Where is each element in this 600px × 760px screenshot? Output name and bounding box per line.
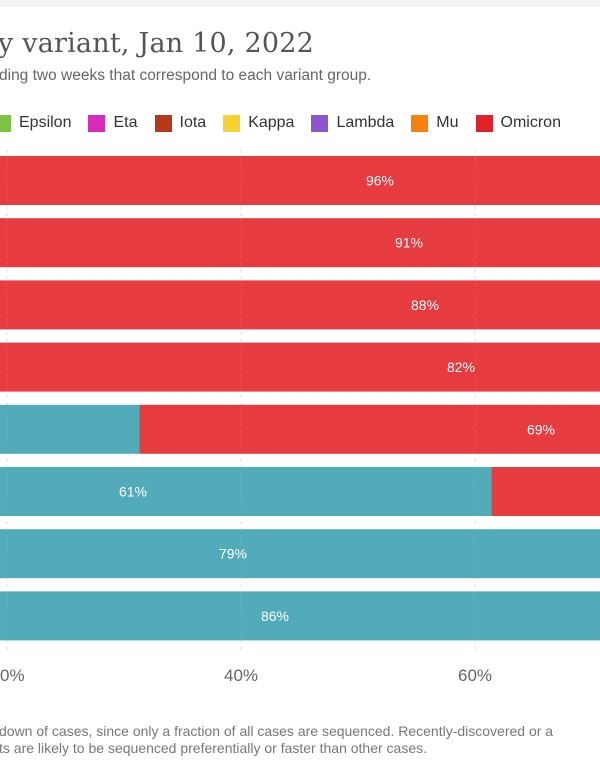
chart-title: y variant, Jan 10, 2022 <box>0 28 314 59</box>
bar-segment-teal <box>0 467 492 516</box>
footnote-line-2: ts are likely to be sequenced preferenti… <box>0 740 428 756</box>
legend-swatch <box>154 114 172 132</box>
bar-data-label: 88% <box>411 297 439 313</box>
legend-swatch <box>411 114 429 132</box>
legend: Epsilon Eta Iota Kappa Lambda Mu Omicron <box>0 114 578 132</box>
bar-segment-teal <box>0 591 600 641</box>
bar-data-label: 86% <box>261 608 289 624</box>
legend-label: Eta <box>113 114 138 131</box>
footnote-line-1: down of cases, since only a fraction of … <box>0 723 554 739</box>
bar-segment-omicron <box>491 467 600 516</box>
legend-label: Lambda <box>336 114 395 131</box>
legend-item-eta[interactable]: Eta <box>88 114 138 132</box>
legend-item-epsilon[interactable]: Epsilon <box>0 114 71 132</box>
bar-segment-teal <box>0 529 600 579</box>
legend-swatch <box>223 114 241 132</box>
legend-label: Iota <box>179 114 207 131</box>
bar-data-label: 96% <box>366 173 394 189</box>
bar-data-label: 79% <box>219 546 247 562</box>
legend-item-iota[interactable]: Iota <box>154 114 207 132</box>
bar-data-label: 61% <box>119 484 147 500</box>
bar-segment-omicron <box>0 156 600 205</box>
legend-swatch <box>475 114 493 132</box>
legend-swatch <box>0 114 11 132</box>
x-tick-label: 60% <box>458 666 492 685</box>
bar-data-label: 82% <box>447 359 475 375</box>
x-tick-label: 0% <box>0 666 25 685</box>
bar-segment-omicron <box>0 342 600 392</box>
bar-data-label: 91% <box>395 235 423 251</box>
legend-label: Epsilon <box>19 114 72 131</box>
bar-segment-omicron <box>0 218 600 268</box>
bar-segment-omicron <box>0 280 600 330</box>
chart-subtitle: ding two weeks that correspond to each v… <box>0 67 372 84</box>
bar-data-label: 69% <box>527 421 555 437</box>
x-tick-label: 40% <box>224 666 258 685</box>
legend-item-kappa[interactable]: Kappa <box>223 114 294 132</box>
legend-item-omicron[interactable]: Omicron <box>475 114 561 132</box>
legend-label: Mu <box>436 114 459 131</box>
bar-segment-teal <box>0 404 140 454</box>
legend-label: Kappa <box>248 114 295 131</box>
legend-item-mu[interactable]: Mu <box>411 114 459 132</box>
bar-segment-omicron <box>139 404 600 454</box>
legend-item-lambda[interactable]: Lambda <box>311 114 394 132</box>
legend-swatch <box>88 114 106 132</box>
chart-footnote: down of cases, since only a fraction of … <box>0 723 553 757</box>
legend-swatch <box>311 114 329 132</box>
top-strip <box>0 0 600 7</box>
legend-label: Omicron <box>500 114 561 131</box>
